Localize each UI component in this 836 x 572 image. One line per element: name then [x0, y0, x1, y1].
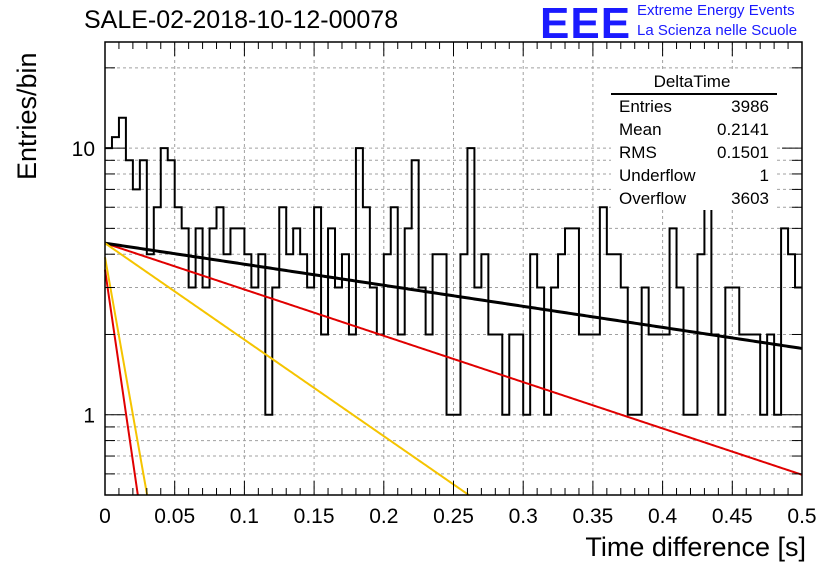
- stats-label: Underflow: [619, 166, 696, 185]
- x-tick-label: 0.05: [154, 505, 195, 528]
- stats-row-underflow: Underflow 1: [611, 164, 777, 187]
- stats-label: Overflow: [619, 189, 687, 208]
- stats-label: Entries: [619, 97, 672, 116]
- x-tick-label: 0.4: [648, 505, 678, 528]
- fit-curve-black: [104, 241, 803, 350]
- x-tick-label: 0.15: [294, 505, 335, 528]
- x-tick-label: 0.2: [369, 505, 398, 528]
- stats-label: RMS: [619, 143, 657, 162]
- logo-line-1: Extreme Energy Events: [637, 2, 795, 19]
- x-tick-label: 0.45: [712, 505, 753, 528]
- stats-value: 1: [759, 166, 769, 185]
- stats-label: Mean: [619, 120, 662, 139]
- fit-curve-orange: [104, 256, 149, 496]
- stats-row-mean: Mean 0.2141: [611, 118, 777, 141]
- x-tick-label: 0.25: [433, 505, 474, 528]
- stats-row-entries: Entries 3986: [611, 95, 777, 118]
- x-tick-label: 0.3: [509, 505, 538, 528]
- stats-title: DeltaTime: [611, 72, 777, 95]
- x-tick-label: 0.35: [572, 505, 613, 528]
- stats-value: 0.2141: [717, 120, 769, 139]
- stats-row-overflow: Overflow 3603: [611, 187, 777, 210]
- stats-value: 3603: [731, 189, 769, 208]
- eee-logo: EEE: [540, 0, 632, 48]
- x-axis-title: Time difference [s]: [585, 532, 806, 562]
- x-tick-label: 0: [99, 505, 111, 528]
- y-tick-label: 1: [83, 405, 95, 428]
- run-title: SALE-02-2018-10-12-00078: [84, 6, 399, 34]
- fit-curve-red: [104, 269, 139, 496]
- stats-value: 3986: [731, 97, 769, 116]
- fit-curve-red: [104, 242, 803, 476]
- fit-curve-orange: [104, 242, 470, 496]
- stats-row-rms: RMS 0.1501: [611, 141, 777, 164]
- histogram-line: [105, 116, 802, 416]
- logo-line-2: La Scienza nelle Scuole: [637, 22, 798, 39]
- x-tick-label: 0.5: [787, 505, 816, 528]
- y-axis-title: Entries/bin: [12, 52, 42, 180]
- x-tick-label: 0.1: [230, 505, 259, 528]
- y-tick-label: 10: [72, 138, 95, 161]
- stats-box: DeltaTime Entries 3986 Mean 0.2141 RMS 0…: [611, 72, 777, 210]
- stats-value: 0.1501: [717, 143, 769, 162]
